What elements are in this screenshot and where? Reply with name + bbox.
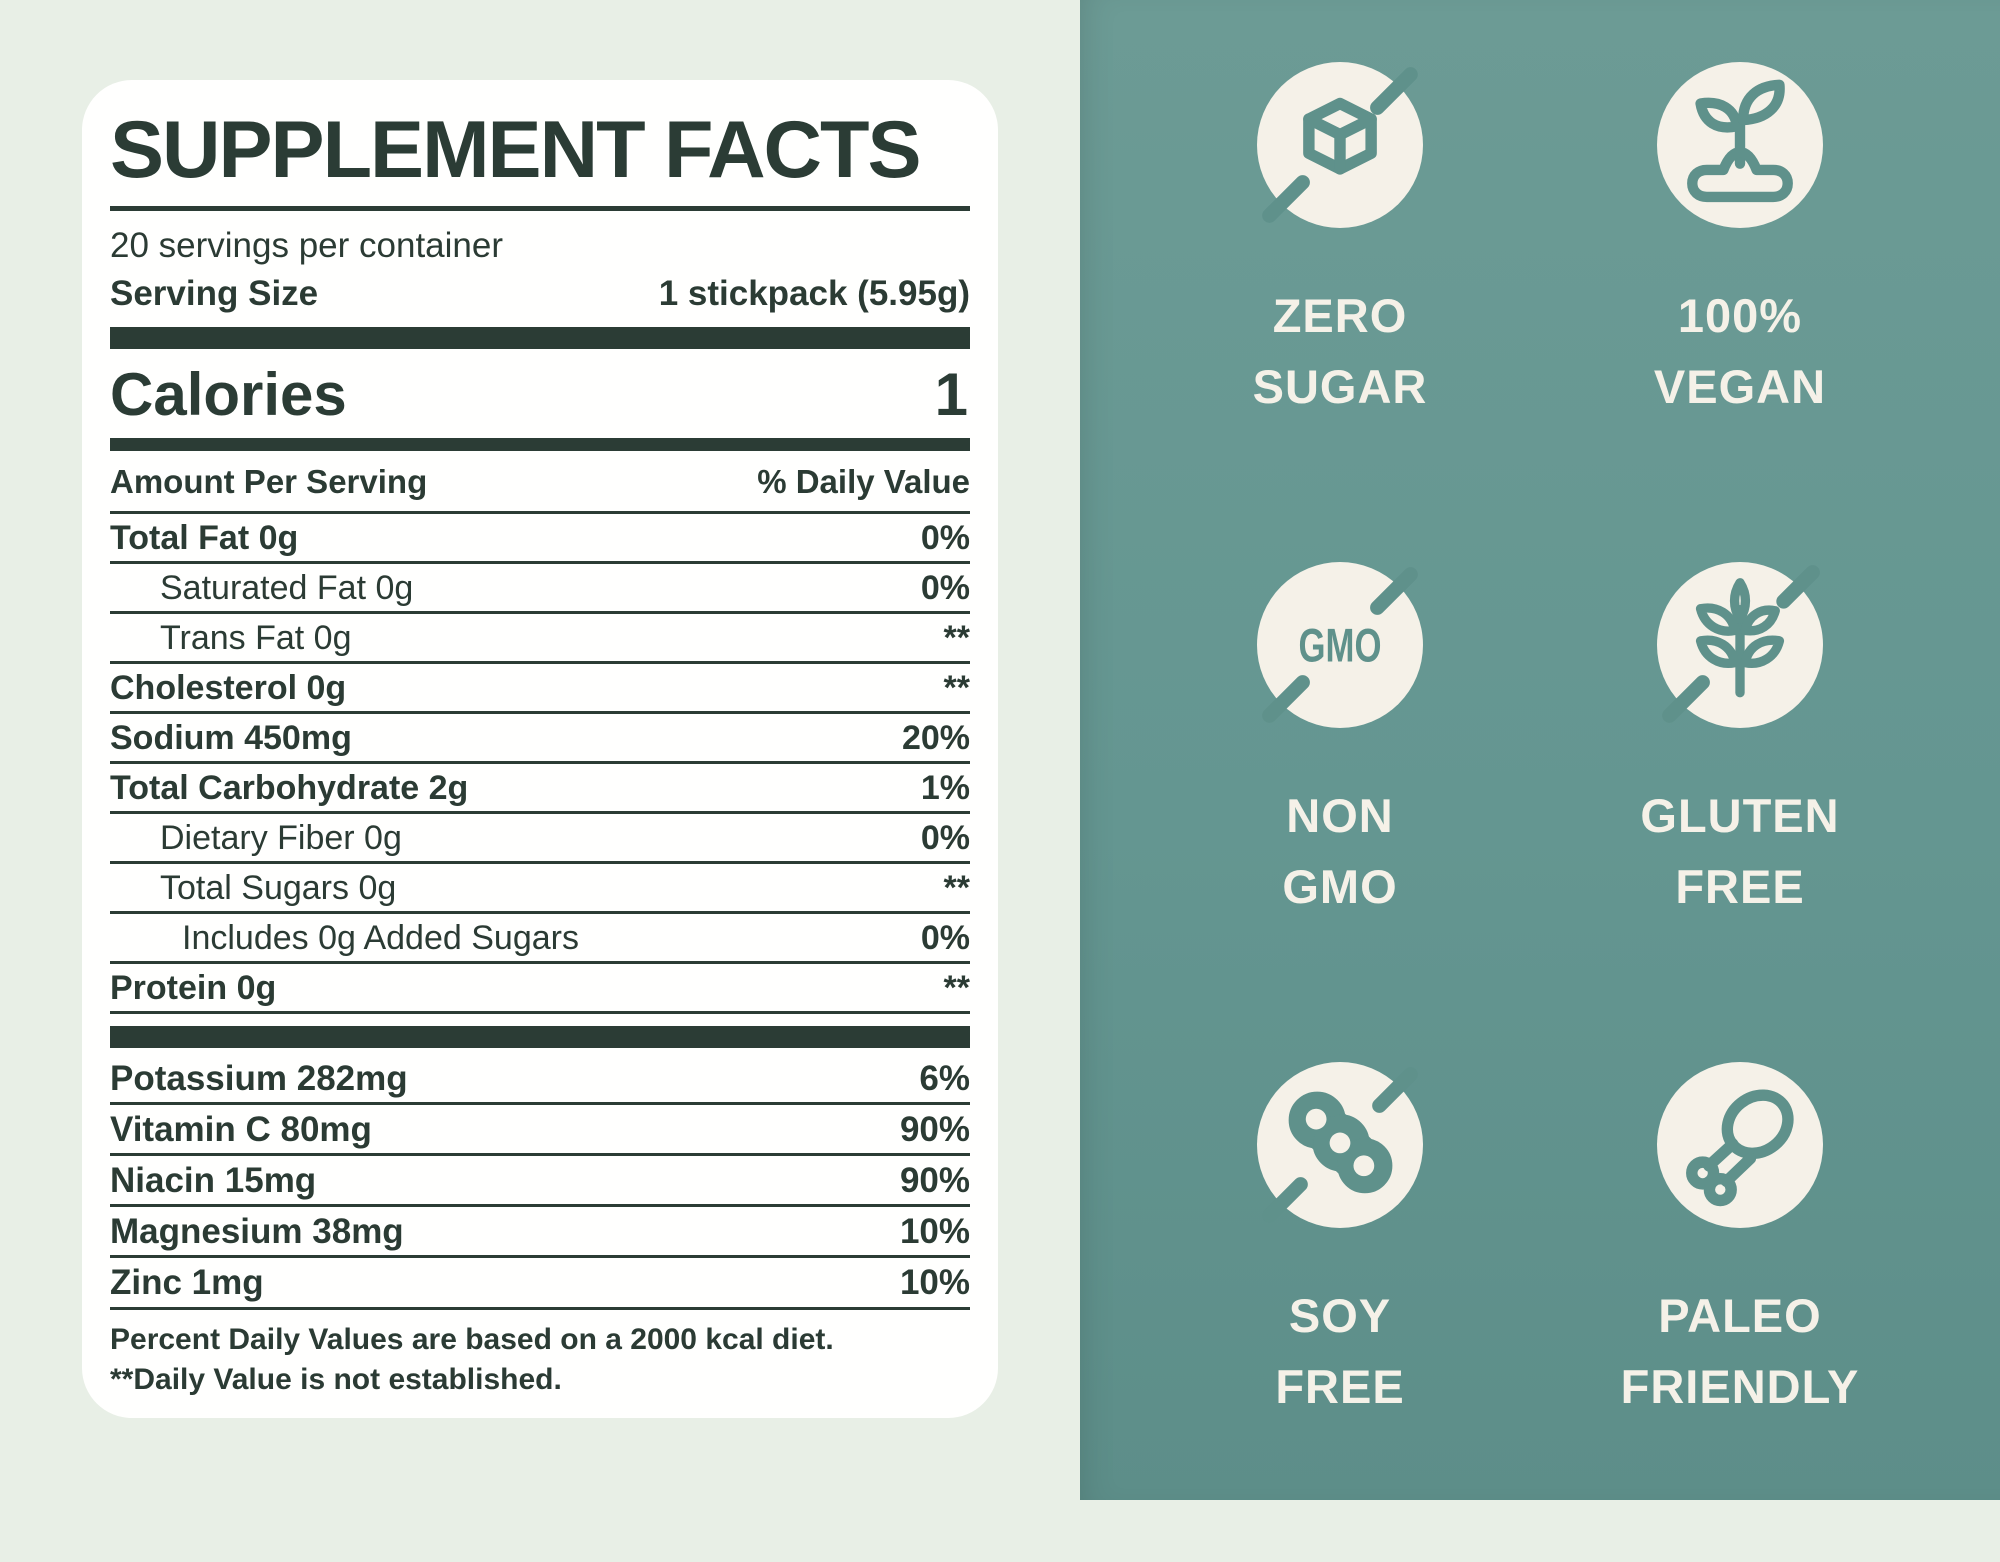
wheat-crossed-icon xyxy=(1657,562,1823,728)
nutrient-value: 6% xyxy=(919,1058,970,1098)
calories-label: Calories xyxy=(110,360,347,428)
badge-label: GLUTEN FREE xyxy=(1640,789,1840,914)
badge-paleo-friendly: PALEO FRIENDLY xyxy=(1540,1062,1940,1562)
nutrient-name: Zinc 1mg xyxy=(110,1263,264,1303)
title-divider xyxy=(110,205,970,212)
badge-label: NON GMO xyxy=(1282,789,1398,914)
serving-size-row: Serving Size 1 stickpack (5.95g) xyxy=(110,273,970,315)
servings-per-container: 20 servings per container xyxy=(110,226,503,266)
nutrient-name: Cholesterol 0g xyxy=(110,668,347,707)
nutrient-name: Total Fat 0g xyxy=(110,518,299,557)
micronutrient-row: Niacin 15mg 90% xyxy=(110,1156,970,1208)
footnote-daily-values: Percent Daily Values are based on a 2000… xyxy=(110,1322,834,1356)
calories-value: 1 xyxy=(934,360,968,428)
badge-label: 100% VEGAN xyxy=(1653,289,1827,414)
nutrient-value: ** xyxy=(943,668,970,707)
nutrient-row: Trans Fat 0g ** xyxy=(110,614,970,664)
badge-soy-free: SOY FREE xyxy=(1140,1062,1540,1562)
nutrient-name: Total Carbohydrate 2g xyxy=(110,768,469,807)
amount-per-serving-header: Amount Per Serving xyxy=(110,462,428,500)
drumstick-icon xyxy=(1657,1062,1823,1228)
thick-divider-bar xyxy=(110,327,970,349)
nutrient-value: 0% xyxy=(920,518,970,557)
nutrient-name: Vitamin C 80mg xyxy=(110,1109,372,1149)
nutrient-name: Potassium 282mg xyxy=(110,1058,408,1098)
nutrient-row: Includes 0g Added Sugars 0% xyxy=(110,914,970,965)
nutrient-value: 10% xyxy=(899,1263,970,1303)
gmo-icon-text: GMO xyxy=(1299,620,1382,673)
nutrient-value: 20% xyxy=(901,718,970,757)
badge-gluten-free: GLUTEN FREE xyxy=(1540,562,1940,1062)
daily-value-header: % Daily Value xyxy=(757,462,970,500)
badge-zero-sugar: ZERO SUGAR xyxy=(1140,62,1540,562)
badge-vegan: 100% VEGAN xyxy=(1540,62,1940,562)
badge-label: SOY FREE xyxy=(1275,1289,1405,1414)
nutrient-value: ** xyxy=(943,969,970,1008)
serving-size-label: Serving Size xyxy=(110,274,319,314)
column-header-row: Amount Per Serving % Daily Value xyxy=(110,451,970,514)
badge-label: ZERO SUGAR xyxy=(1252,289,1428,414)
nutrient-name: Saturated Fat 0g xyxy=(160,568,414,607)
nutrient-value: 10% xyxy=(899,1212,970,1252)
micronutrient-row: Potassium 282mg 6% xyxy=(110,1054,970,1105)
micronutrient-row: Zinc 1mg 10% xyxy=(110,1258,970,1310)
gmo-crossed-icon: GMO xyxy=(1257,562,1423,728)
nutrient-value: 90% xyxy=(899,1161,970,1201)
benefits-panel: ZERO SUGAR 100% VEGAN xyxy=(1080,0,2000,1500)
footnote-not-established: **Daily Value is not established. xyxy=(110,1362,562,1396)
nutrient-name: Total Sugars 0g xyxy=(160,869,397,908)
nutrient-row: Cholesterol 0g ** xyxy=(110,664,970,714)
nutrient-value: 0% xyxy=(920,818,970,857)
supplement-facts-card: SUPPLEMENT FACTS 20 servings per contain… xyxy=(82,80,998,1418)
product-label-page: SUPPLEMENT FACTS 20 servings per contain… xyxy=(82,0,2000,1500)
thick-divider-bar xyxy=(110,1026,970,1048)
sugar-cube-crossed-icon xyxy=(1257,62,1423,228)
soybean-crossed-icon xyxy=(1257,1062,1423,1228)
supplement-facts-title: SUPPLEMENT FACTS xyxy=(110,105,922,195)
footnotes: Percent Daily Values are based on a 2000… xyxy=(110,1320,970,1400)
badge-label: PALEO FRIENDLY xyxy=(1620,1289,1860,1414)
micronutrient-section: Potassium 282mg 6% Vitamin C 80mg 90% Ni… xyxy=(110,1054,970,1310)
nutrient-name: Sodium 450mg xyxy=(110,718,352,757)
nutrient-row: Saturated Fat 0g 0% xyxy=(110,564,970,614)
nutrient-row: Dietary Fiber 0g 0% xyxy=(110,814,970,865)
nutrient-name: Magnesium 38mg xyxy=(110,1212,404,1252)
nutrient-name: Trans Fat 0g xyxy=(160,618,352,657)
nutrient-value: 0% xyxy=(920,919,970,958)
calories-row: Calories 1 xyxy=(110,349,970,438)
serving-size-value: 1 stickpack (5.95g) xyxy=(658,274,970,314)
micronutrient-row: Vitamin C 80mg 90% xyxy=(110,1105,970,1157)
nutrient-row: Sodium 450mg 20% xyxy=(110,714,970,764)
nutrient-value: 1% xyxy=(920,768,970,807)
nutrient-row: Protein 0g ** xyxy=(110,964,970,1015)
badge-non-gmo: GMO NON GMO xyxy=(1140,562,1540,1062)
benefit-badges-grid: ZERO SUGAR 100% VEGAN xyxy=(1080,0,2000,1562)
nutrient-name: Niacin 15mg xyxy=(110,1161,317,1201)
nutrient-name: Protein 0g xyxy=(110,969,277,1008)
micronutrient-row: Magnesium 38mg 10% xyxy=(110,1207,970,1259)
nutrient-row: Total Sugars 0g ** xyxy=(110,864,970,915)
medium-divider-bar xyxy=(110,437,970,451)
nutrient-value: 90% xyxy=(899,1109,970,1149)
sprout-icon xyxy=(1657,62,1823,228)
nutrient-value: 0% xyxy=(920,568,970,607)
nutrient-row: Total Carbohydrate 2g 1% xyxy=(110,764,970,814)
nutrient-name: Includes 0g Added Sugars xyxy=(182,919,579,958)
nutrient-name: Dietary Fiber 0g xyxy=(160,818,402,857)
nutrient-row: Total Fat 0g 0% xyxy=(110,514,970,564)
nutrient-value: ** xyxy=(943,869,970,908)
nutrient-value: ** xyxy=(943,618,970,657)
